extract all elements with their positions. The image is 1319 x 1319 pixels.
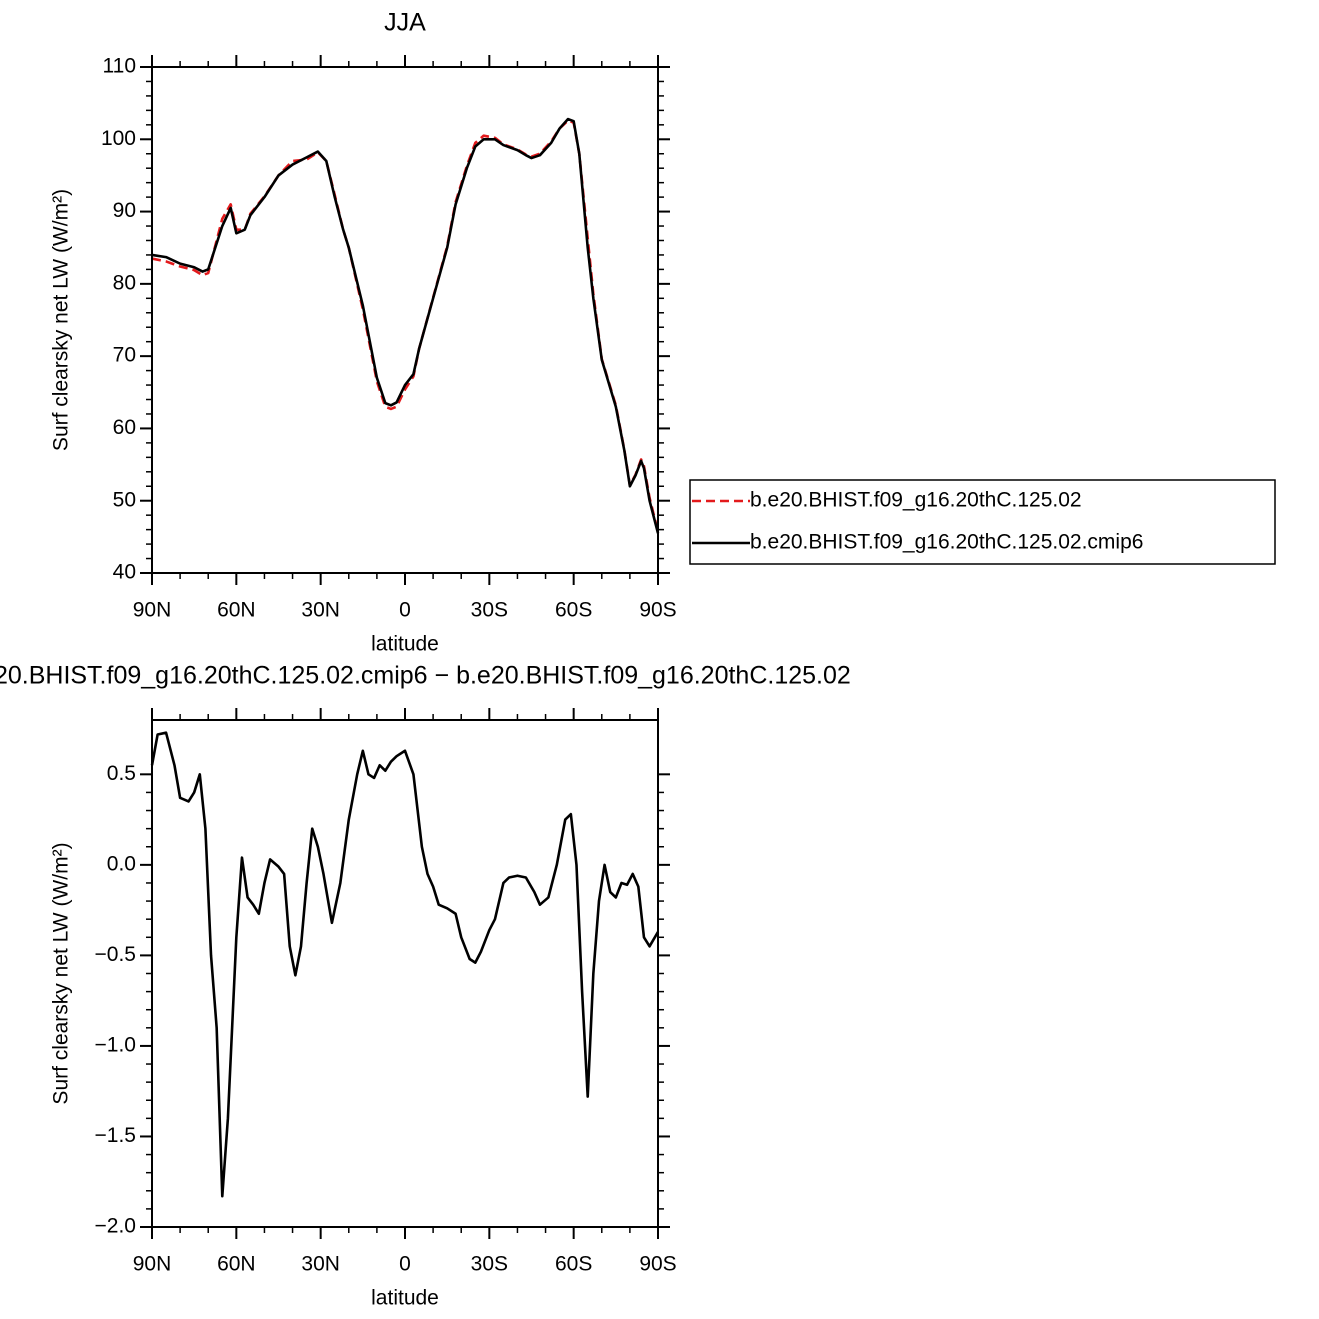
x-tick-label: 30S xyxy=(471,1253,508,1276)
plot-frame xyxy=(151,719,659,1228)
x-axis-label: latitude xyxy=(371,1287,439,1310)
x-tick-label: 30N xyxy=(301,599,340,622)
y-tick-label: 0.5 xyxy=(107,762,136,785)
x-axis-label: latitude xyxy=(371,633,439,656)
x-tick-label: 30N xyxy=(301,1253,340,1276)
y-tick-label: 90 xyxy=(113,199,136,222)
plot-frame xyxy=(151,66,659,574)
x-tick-label: 30S xyxy=(471,599,508,622)
x-tick-label: 90N xyxy=(133,599,172,622)
x-tick-label: 90S xyxy=(639,599,676,622)
y-tick-label: 60 xyxy=(113,416,136,439)
x-tick-label: 60N xyxy=(217,1253,256,1276)
x-tick-label: 60S xyxy=(555,599,592,622)
legend-label: b.e20.BHIST.f09_g16.20thC.125.02.cmip6 xyxy=(750,531,1143,554)
y-tick-label: −1.0 xyxy=(95,1033,136,1056)
y-axis-label: Surf clearsky net LW (W/m²) xyxy=(50,842,73,1104)
x-tick-label: 0 xyxy=(399,1253,411,1276)
legend-label: b.e20.BHIST.f09_g16.20thC.125.02 xyxy=(750,489,1082,512)
y-tick-label: −2.0 xyxy=(95,1215,136,1238)
y-tick-label: −1.5 xyxy=(95,1124,136,1147)
y-tick-label: 40 xyxy=(113,561,136,584)
y-tick-label: 70 xyxy=(113,344,136,367)
y-tick-label: 50 xyxy=(113,488,136,511)
x-tick-label: 60S xyxy=(555,1253,592,1276)
y-tick-label: 0.0 xyxy=(107,852,136,875)
y-tick-label: −0.5 xyxy=(95,943,136,966)
data-line xyxy=(151,117,660,534)
chart-title: JJA xyxy=(384,9,426,37)
y-tick-label: 110 xyxy=(103,55,136,78)
y-axis-label: Surf clearsky net LW (W/m²) xyxy=(50,189,73,451)
x-tick-label: 90S xyxy=(639,1253,676,1276)
legend-box xyxy=(689,479,1276,565)
y-tick-label: 80 xyxy=(113,271,136,294)
y-tick-label: 100 xyxy=(101,127,136,150)
x-tick-label: 0 xyxy=(399,599,411,622)
chart-title: b.e20.BHIST.f09_g16.20thC.125.02.cmip6 −… xyxy=(0,662,851,690)
x-tick-label: 90N xyxy=(133,1253,172,1276)
x-tick-label: 60N xyxy=(217,599,256,622)
data-line xyxy=(150,731,660,1198)
